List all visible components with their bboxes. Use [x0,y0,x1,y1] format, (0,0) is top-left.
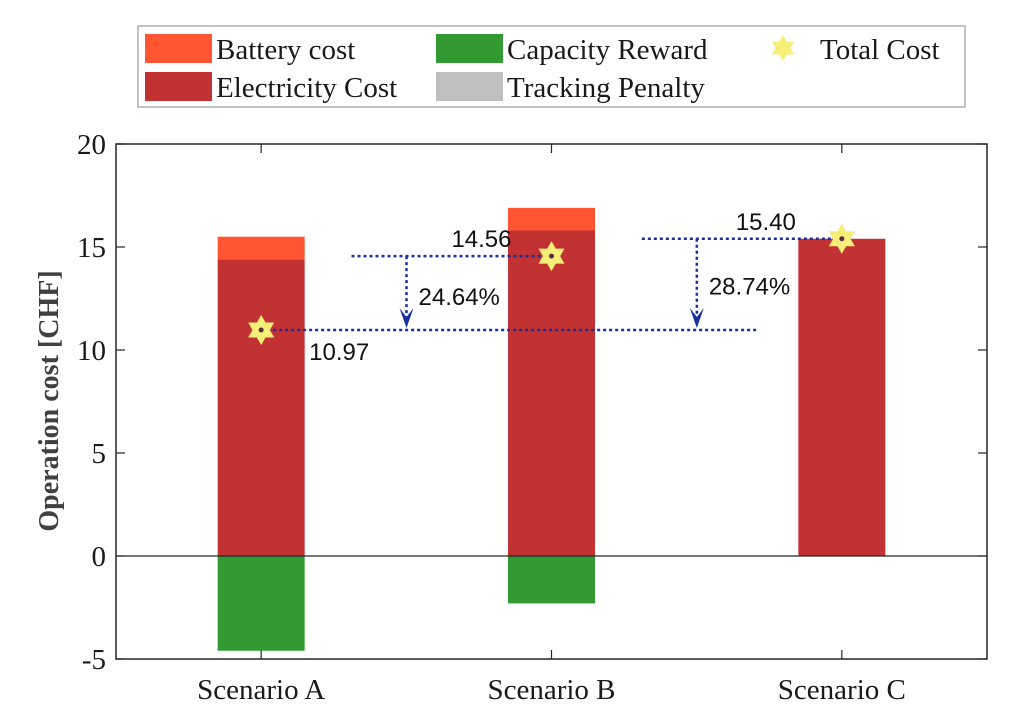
x-tick-label: Scenario B [487,674,615,706]
annotations: 10.97 14.56 15.40 24.64% 28.74% [261,209,842,366]
total-cost-point [258,327,264,333]
bar-electricity-cost [798,238,886,556]
y-tick-label: 0 [92,541,107,573]
arrow-28-74-head-icon [689,308,704,329]
y-tick-label: -5 [82,644,106,676]
total-cost-point [839,236,845,242]
bar-capacity-reward [217,556,305,651]
legend: Battery cost Electricity Cost Capacity R… [137,25,966,108]
total-cost-markers [248,223,855,345]
y-tick-label: 15 [77,232,106,264]
legend-label-tracking-penalty: Tracking Penalty [507,72,705,104]
total-cost-point [549,253,554,259]
x-tick-labels: Scenario A Scenario B Scenario C [197,674,906,706]
bar-electricity-cost [508,230,595,556]
legend-swatch-electricity-cost [145,72,212,101]
bars [217,207,886,651]
arrow-24-64-head-icon [399,308,414,329]
legend-swatch-tracking-penalty [436,72,503,101]
axis-ticks: -5 0 5 10 15 20 [77,129,987,676]
legend-marker-total-cost-icon [771,35,795,61]
y-axis-label: Operation cost [CHF] [34,270,65,531]
reduction-label-c: 28.74% [709,273,790,300]
reduction-label-b: 24.64% [419,284,500,311]
legend-swatch-capacity-reward [436,34,503,63]
y-tick-label: 20 [77,129,106,161]
x-tick-label: Scenario C [778,674,906,706]
x-tick-label: Scenario A [197,674,325,706]
y-tick-label: 5 [92,438,107,470]
total-label-a: 10.97 [309,339,369,366]
legend-swatch-battery-cost [145,34,212,63]
legend-label-electricity-cost: Electricity Cost [216,72,397,104]
legend-label-battery-cost: Battery cost [216,34,355,66]
y-tick-label: 10 [77,335,106,367]
legend-box [137,25,966,108]
legend-label-total-cost: Total Cost [820,34,940,66]
bar-electricity-cost [217,259,305,556]
total-label-b: 14.56 [451,226,511,253]
bar-battery-cost [217,236,305,260]
legend-label-capacity-reward: Capacity Reward [507,34,708,66]
bar-capacity-reward [508,556,595,604]
total-label-c: 15.40 [736,209,796,236]
bar-battery-cost [508,207,595,231]
